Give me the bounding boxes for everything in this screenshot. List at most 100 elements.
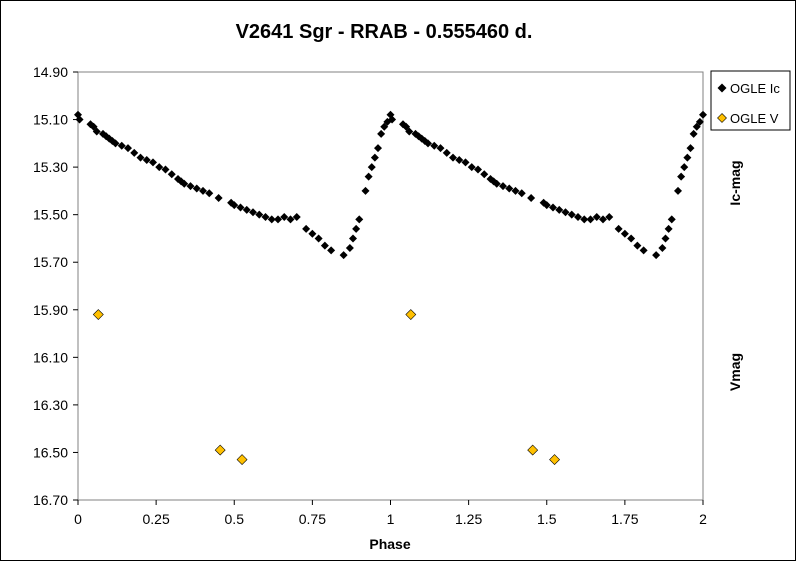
data-point <box>349 234 357 243</box>
data-point <box>683 153 692 162</box>
data-point <box>130 148 139 157</box>
legend: OGLE Ic OGLE V <box>710 70 791 131</box>
data-point <box>236 454 248 466</box>
x-axis: 0 0.25 0.5 0.75 1 1.25 1.5 1.75 2 <box>74 500 707 527</box>
data-point <box>430 141 439 150</box>
data-point <box>186 182 195 191</box>
data-point <box>680 163 689 172</box>
y-tick-label: 15.30 <box>33 159 68 175</box>
data-point <box>292 213 301 222</box>
data-point <box>280 213 289 222</box>
data-point <box>633 241 642 250</box>
data-point <box>667 215 676 224</box>
data-point <box>267 215 276 224</box>
plot-area <box>77 71 704 501</box>
data-point <box>436 144 445 153</box>
data-point <box>517 189 526 198</box>
data-point <box>686 144 695 153</box>
data-point <box>230 201 239 210</box>
data-point <box>367 163 376 172</box>
data-point <box>242 205 251 214</box>
data-point <box>580 215 589 224</box>
x-tick-label: 1.75 <box>611 511 638 527</box>
x-tick-label: 1.5 <box>537 511 557 527</box>
chart-title: V2641 Sgr - RRAB - 0.555460 d. <box>236 21 533 43</box>
data-point <box>261 213 270 222</box>
x-tick-label: 1 <box>387 511 395 527</box>
y-tick-label: 14.90 <box>33 64 68 80</box>
data-point <box>652 251 661 260</box>
data-point <box>586 215 595 224</box>
y-tick-label: 16.50 <box>33 444 68 460</box>
data-point <box>449 153 457 162</box>
data-point <box>255 210 264 219</box>
data-point <box>308 229 317 238</box>
y-tick-label: 15.10 <box>33 112 68 128</box>
data-point <box>339 251 348 260</box>
data-point <box>167 170 176 179</box>
data-point <box>499 182 507 191</box>
y-axis-title-ic: Ic-mag <box>727 160 743 205</box>
data-point <box>75 115 84 124</box>
data-point <box>695 117 704 126</box>
data-point <box>555 205 564 214</box>
data-point <box>155 163 164 172</box>
y-tick-label: 16.70 <box>33 492 68 508</box>
data-point <box>214 444 226 456</box>
data-point <box>561 208 570 217</box>
data-point <box>249 208 257 217</box>
data-point <box>374 144 382 153</box>
x-tick-label: 2 <box>699 511 707 527</box>
x-tick-label: 0.75 <box>299 511 326 527</box>
data-point <box>480 170 489 179</box>
data-point <box>549 203 557 212</box>
data-point <box>274 215 282 224</box>
data-point <box>327 246 336 255</box>
data-point <box>442 148 451 157</box>
data-point <box>674 186 682 195</box>
data-point <box>405 309 417 320</box>
series-layer <box>74 110 707 466</box>
data-point <box>677 172 686 181</box>
data-point <box>455 155 464 164</box>
x-tick-label: 0.25 <box>143 511 170 527</box>
data-point <box>286 215 295 224</box>
data-point <box>461 158 470 167</box>
data-point <box>136 153 145 162</box>
data-point <box>142 155 151 164</box>
data-point <box>527 194 536 203</box>
data-point <box>424 139 432 148</box>
data-point <box>527 444 539 456</box>
data-point <box>92 127 101 136</box>
data-point <box>405 127 414 136</box>
x-tick-label: 0.5 <box>225 511 245 527</box>
data-point <box>92 309 104 320</box>
data-point <box>549 454 560 466</box>
data-point <box>320 241 329 250</box>
data-point <box>117 141 126 150</box>
legend-label: OGLE Ic <box>730 81 780 96</box>
data-point <box>388 115 397 124</box>
data-point <box>364 172 373 181</box>
data-point <box>542 201 551 210</box>
data-point <box>236 203 245 212</box>
data-point <box>614 224 623 233</box>
x-tick-label: 0 <box>74 511 82 527</box>
data-point <box>302 224 311 233</box>
data-point <box>620 229 629 238</box>
data-point <box>180 179 189 188</box>
data-point <box>474 165 482 174</box>
y-axis-title-v: Vmag <box>727 353 743 391</box>
y-tick-label: 15.50 <box>33 207 68 223</box>
data-point <box>314 234 323 243</box>
data-point <box>511 186 520 195</box>
data-point <box>605 213 614 222</box>
data-point <box>124 144 132 153</box>
data-point <box>664 224 673 233</box>
legend-marker <box>717 83 727 93</box>
data-point <box>661 234 670 243</box>
data-point <box>627 234 636 243</box>
data-point <box>192 184 201 193</box>
y-tick-label: 15.70 <box>33 254 68 270</box>
data-point <box>345 243 354 252</box>
